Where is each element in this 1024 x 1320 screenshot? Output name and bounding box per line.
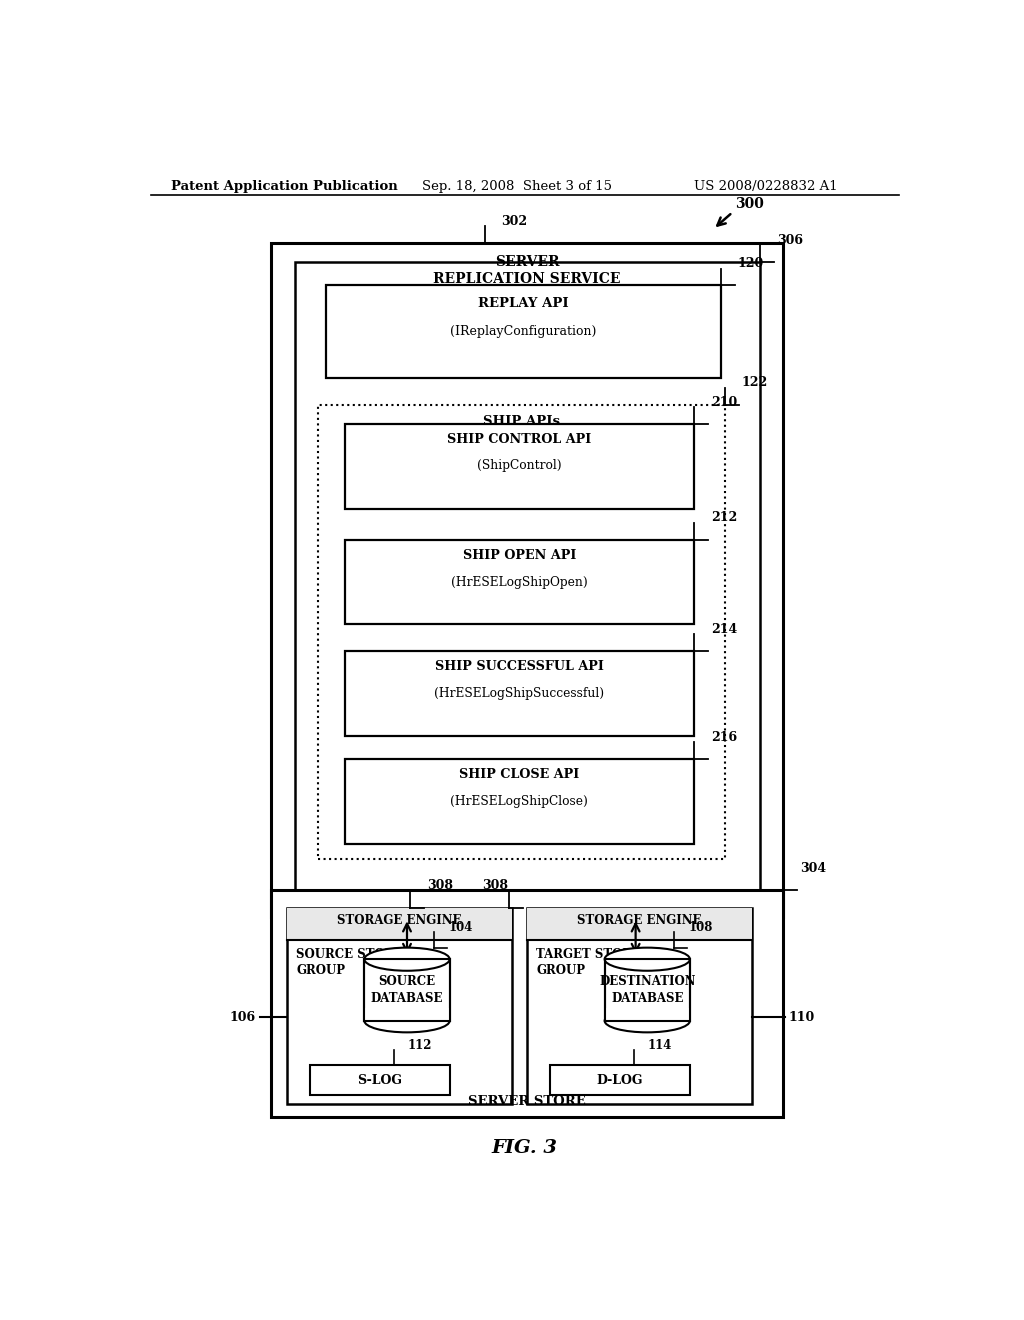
Text: 308: 308 [428,879,454,892]
Text: REPLICATION SERVICE: REPLICATION SERVICE [433,272,621,285]
Bar [310,1065,450,1094]
Text: (HrESELogShipOpen): (HrESELogShipOpen) [451,576,588,589]
Text: 212: 212 [711,511,737,524]
Text: REPLAY API: REPLAY API [478,297,568,310]
Bar [345,424,693,508]
Bar [326,285,721,378]
Bar [345,540,693,624]
Text: 108: 108 [688,921,713,933]
Text: SOURCE
DATABASE: SOURCE DATABASE [371,975,443,1005]
Text: (HrESELogShipSuccessful): (HrESELogShipSuccessful) [434,688,604,701]
Text: STORAGE ENGINE: STORAGE ENGINE [578,913,701,927]
Text: US 2008/0228832 A1: US 2008/0228832 A1 [693,180,838,193]
Text: TARGET STORAGE
GROUP: TARGET STORAGE GROUP [537,948,660,977]
Text: SERVER STORE: SERVER STORE [468,1094,586,1107]
Text: S-LOG: S-LOG [357,1073,402,1086]
Text: 112: 112 [408,1039,432,1052]
Text: 300: 300 [735,197,764,211]
Text: SHIP CLOSE API: SHIP CLOSE API [459,768,580,781]
Text: SHIP OPEN API: SHIP OPEN API [463,549,577,562]
Text: 106: 106 [229,1011,256,1024]
Bar [604,1008,690,1020]
Text: (HrESELogShipClose): (HrESELogShipClose) [451,795,589,808]
Text: SERVER: SERVER [495,255,559,269]
Text: SHIP CONTROL API: SHIP CONTROL API [447,433,592,446]
Text: SHIP SUCCESSFUL API: SHIP SUCCESSFUL API [435,660,604,673]
Text: 214: 214 [711,623,737,636]
Bar [271,243,783,917]
Bar [604,960,690,1020]
Bar [345,759,693,843]
Text: Sep. 18, 2008  Sheet 3 of 15: Sep. 18, 2008 Sheet 3 of 15 [423,180,612,193]
Text: 104: 104 [449,921,472,933]
Bar [604,960,690,1020]
Bar [527,908,752,1104]
Ellipse shape [604,948,690,970]
Text: STORAGE ENGINE: STORAGE ENGINE [337,913,462,927]
Text: (IReplayConfiguration): (IReplayConfiguration) [451,326,596,338]
Bar [287,908,512,940]
Text: 216: 216 [711,730,737,743]
Text: 304: 304 [800,862,826,875]
Ellipse shape [365,948,450,970]
Bar [317,405,725,859]
Text: 110: 110 [788,1011,814,1024]
Text: DESTINATION
DATABASE: DESTINATION DATABASE [599,975,695,1005]
Bar [365,960,450,1020]
Text: SHIP APIs: SHIP APIs [482,414,560,428]
Text: 120: 120 [738,257,764,271]
Text: 302: 302 [502,215,527,228]
Text: D-LOG: D-LOG [597,1073,643,1086]
Text: Patent Application Publication: Patent Application Publication [171,180,397,193]
Text: (ShipControl): (ShipControl) [477,459,562,473]
Bar [364,1008,451,1020]
Bar [287,908,512,1104]
Bar [365,960,450,1020]
Text: 114: 114 [648,1039,673,1052]
Text: SOURCE STORAGE
GROUP: SOURCE STORAGE GROUP [296,948,423,977]
Bar [271,890,783,1117]
Bar [345,651,693,737]
Ellipse shape [604,1010,690,1032]
Bar [295,263,760,894]
Text: FIG. 3: FIG. 3 [492,1139,558,1156]
Text: 306: 306 [776,234,803,247]
Bar [527,908,752,940]
Text: 122: 122 [741,376,768,389]
Text: 308: 308 [481,879,508,892]
Bar [550,1065,690,1094]
Text: 210: 210 [711,396,737,409]
Ellipse shape [365,1010,450,1032]
